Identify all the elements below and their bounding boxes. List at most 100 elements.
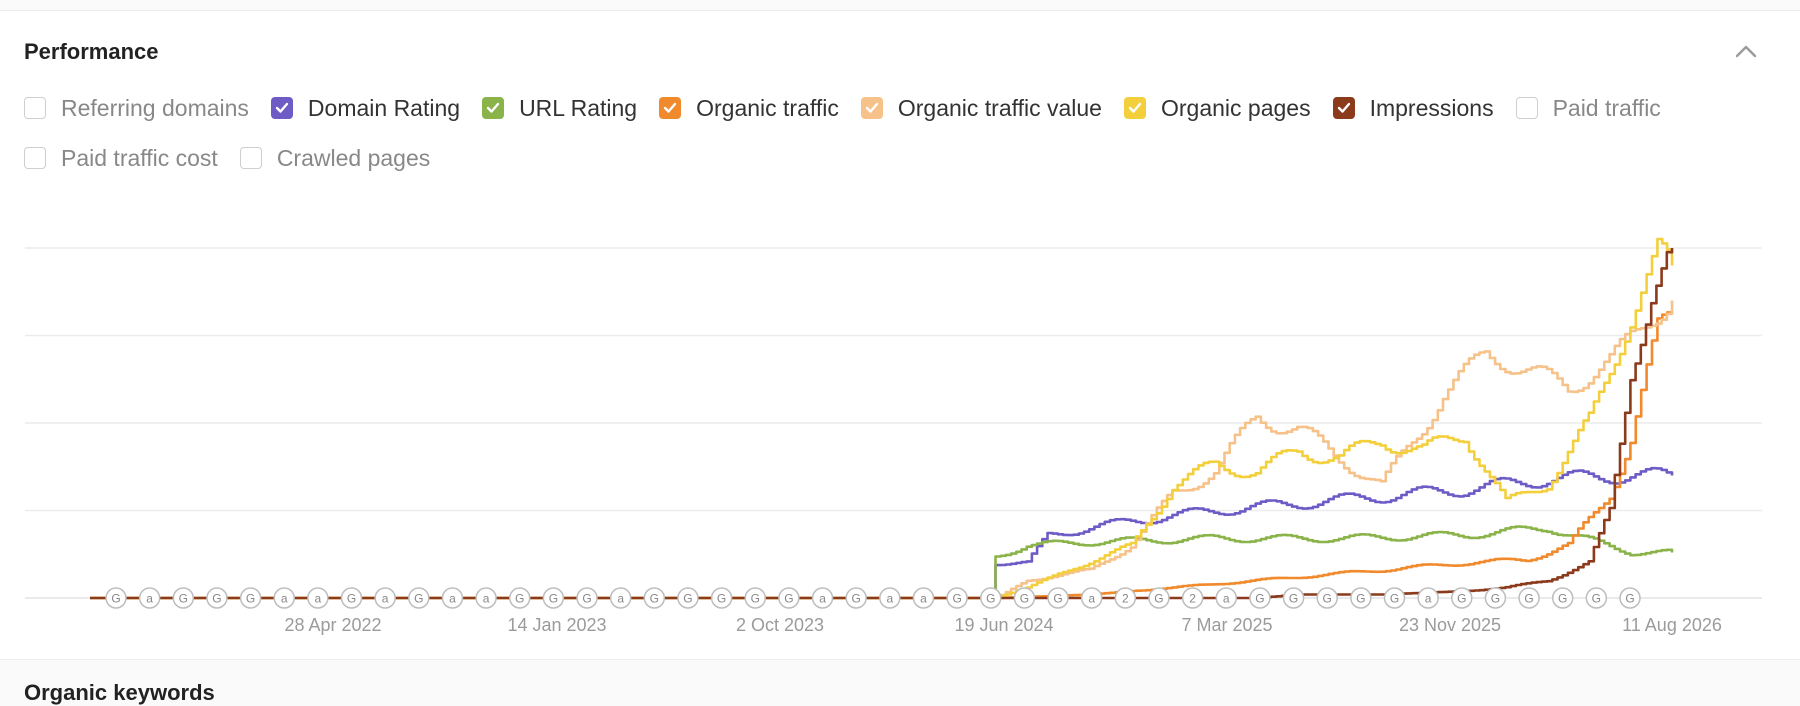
marker-circle — [912, 587, 935, 609]
legend-item-domain-rating[interactable]: Domain Rating — [270, 93, 460, 123]
event-marker: G — [1350, 587, 1372, 609]
event-marker: G — [946, 587, 968, 609]
marker-circle — [475, 587, 497, 609]
marker-circle — [508, 587, 531, 609]
legend-label: Organic pages — [1160, 94, 1311, 121]
marker-label: G — [1592, 592, 1601, 606]
marker-label: a — [886, 592, 893, 606]
event-marker: a — [273, 587, 295, 609]
legend-item-organic-pages[interactable]: Organic pages — [1123, 93, 1311, 123]
event-marker: a — [374, 587, 396, 609]
marker-label: G — [1154, 592, 1163, 606]
series-url-rating — [90, 525, 1674, 600]
marker-circle — [1484, 587, 1507, 609]
marker-label: G — [1356, 592, 1365, 606]
legend-label: Impressions — [1369, 94, 1494, 121]
marker-label: G — [1289, 592, 1298, 606]
legend-item-organic-traffic[interactable]: Organic traffic — [659, 93, 839, 123]
marker-circle — [273, 587, 295, 609]
event-marker: 2 — [1181, 587, 1204, 609]
legend-item-paid-traffic-cost[interactable]: Paid traffic cost — [24, 143, 218, 173]
checkbox[interactable] — [1515, 97, 1538, 119]
marker-label: G — [751, 592, 760, 606]
checkbox[interactable] — [24, 97, 46, 119]
event-marker: G — [408, 587, 430, 609]
legend-label: Referring domains — [61, 94, 249, 121]
event-marker: a — [138, 587, 161, 609]
section-title: Performance — [24, 39, 159, 64]
series-organic-traffic-value — [90, 300, 1674, 600]
event-marker: G — [1148, 587, 1170, 609]
event-marker: G — [1383, 587, 1406, 609]
event-marker: G — [980, 587, 1002, 609]
checkbox[interactable] — [1332, 97, 1355, 119]
marker-circle — [845, 587, 867, 609]
event-marker: G — [340, 587, 363, 609]
event-marker: G — [576, 587, 598, 609]
event-marker: a — [441, 587, 464, 609]
marker-label: G — [1390, 592, 1399, 606]
check-icon — [865, 102, 879, 113]
marker-circle — [1619, 587, 1641, 609]
event-marker: G — [542, 587, 565, 609]
checkbox[interactable] — [659, 97, 682, 119]
event-marker: a — [912, 587, 935, 609]
event-marker: a — [1417, 587, 1439, 609]
marker-label: G — [1053, 592, 1062, 606]
event-marker: G — [778, 587, 800, 609]
event-marker: a — [1215, 587, 1238, 609]
marker-label: G — [784, 592, 793, 606]
marker-label: 2 — [1189, 592, 1196, 606]
marker-label: a — [382, 592, 389, 606]
marker-circle — [576, 587, 598, 609]
event-marker: G — [239, 587, 262, 609]
marker-circle — [172, 587, 195, 609]
event-marker: a — [811, 587, 834, 609]
event-marker: G — [206, 587, 228, 609]
marker-circle — [1551, 587, 1574, 609]
event-marker: a — [609, 587, 632, 609]
marker-label: G — [852, 592, 861, 606]
marker-label: G — [1255, 592, 1264, 606]
event-marker: G — [1619, 587, 1641, 609]
marker-label: a — [920, 592, 927, 606]
checkbox[interactable] — [482, 97, 505, 119]
marker-label: a — [483, 592, 490, 606]
collapse-button[interactable] — [1730, 37, 1762, 65]
marker-circle — [138, 587, 161, 609]
marker-label: a — [819, 592, 826, 606]
checkbox[interactable] — [24, 147, 46, 169]
x-tick-label: 28 Apr 2022 — [284, 615, 381, 635]
legend-item-crawled-pages[interactable]: Crawled pages — [239, 143, 431, 173]
legend-item-organic-traffic-value[interactable]: Organic traffic value — [860, 93, 1102, 123]
legend-item-impressions[interactable]: Impressions — [1332, 93, 1494, 123]
marker-label: G — [549, 592, 558, 606]
marker-circle — [340, 587, 363, 609]
checkbox[interactable] — [239, 147, 262, 169]
event-marker: a — [879, 587, 901, 609]
legend-item-referring-domains[interactable]: Referring domains — [24, 93, 249, 123]
marker-circle — [1249, 587, 1271, 609]
marker-label: a — [449, 592, 456, 606]
marker-label: a — [1223, 592, 1230, 606]
event-marker: G — [1316, 587, 1338, 609]
marker-label: G — [414, 592, 423, 606]
check-icon — [275, 102, 289, 113]
checkbox[interactable] — [270, 97, 293, 119]
marker-circle — [710, 587, 733, 609]
event-marker: G — [172, 587, 195, 609]
marker-circle — [1215, 587, 1238, 609]
marker-label: G — [1625, 592, 1634, 606]
legend-item-paid-traffic[interactable]: Paid traffic — [1515, 93, 1661, 123]
legend-label: Crawled pages — [276, 144, 431, 171]
legend-label: Paid traffic cost — [61, 144, 218, 171]
event-marker: 2 — [1114, 587, 1137, 609]
legend-item-url-rating[interactable]: URL Rating — [482, 93, 637, 123]
marker-circle — [643, 587, 666, 609]
marker-circle — [1047, 587, 1069, 609]
marker-circle — [1013, 587, 1036, 609]
checkbox[interactable] — [860, 97, 883, 119]
gridlines — [25, 247, 1762, 599]
checkbox[interactable] — [1123, 97, 1146, 119]
